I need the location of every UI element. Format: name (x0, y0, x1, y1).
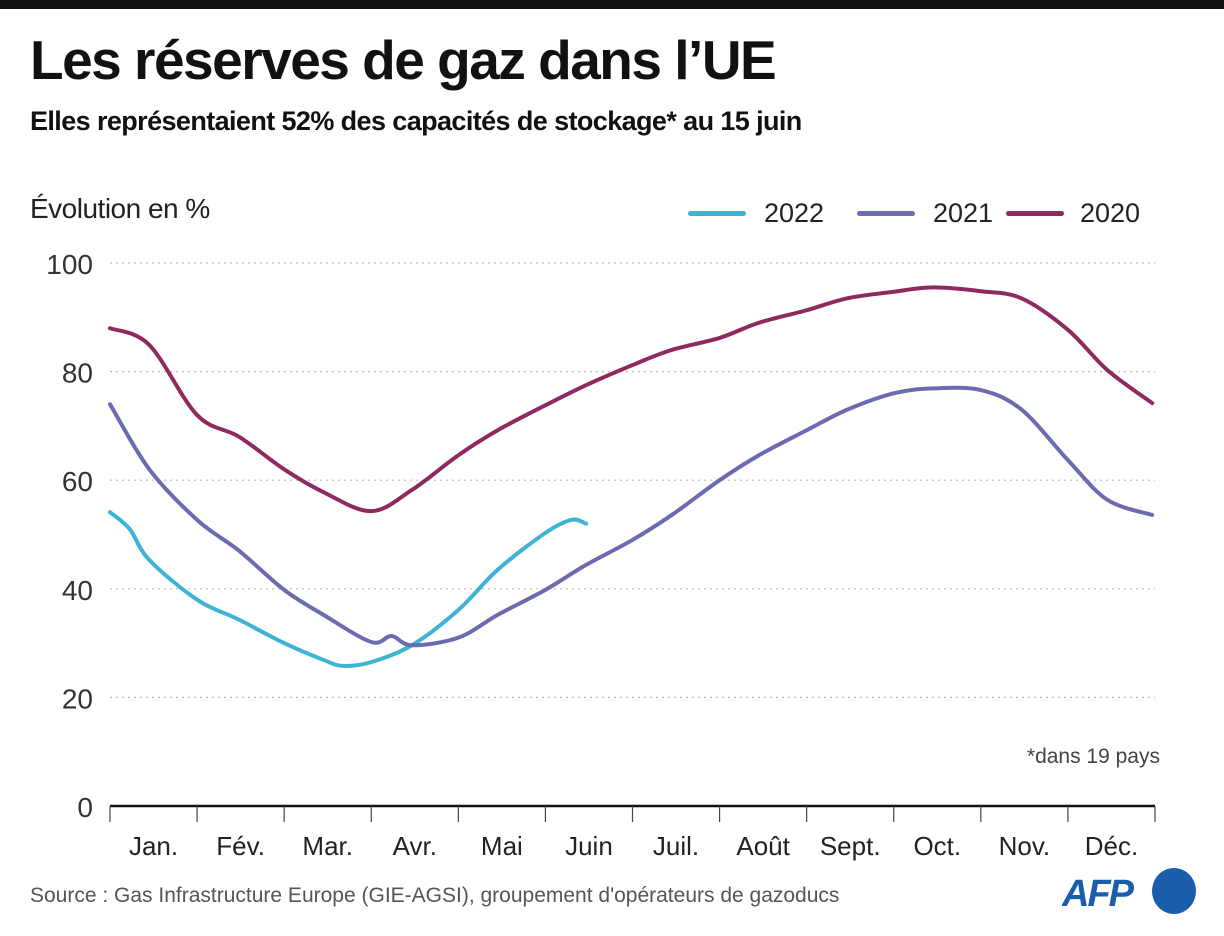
x-tick-label: Mai (481, 831, 523, 861)
y-tick-label: 60 (62, 466, 93, 497)
chart-title: Les réserves de gaz dans l’UE (30, 29, 777, 91)
x-tick-label: Mar. (302, 831, 353, 861)
x-tick-label: Août (736, 831, 790, 861)
y-tick-label: 100 (46, 249, 93, 280)
legend-item-2021: 2021 (857, 198, 993, 229)
x-tick-label: Juin (565, 831, 613, 861)
x-tick-label: Jan. (129, 831, 178, 861)
series-line-2021 (108, 385, 1155, 648)
top-bar (0, 0, 1224, 9)
series-line-2020 (108, 285, 1155, 514)
source-text: Source : Gas Infrastructure Europe (GIE-… (30, 884, 840, 907)
x-tick-label: Nov. (999, 831, 1051, 861)
legend-item-2022: 2022 (688, 198, 824, 229)
chart-subtitle: Elles représentaient 52% des capacités d… (30, 106, 802, 136)
x-tick-label: Juil. (653, 831, 699, 861)
x-tick-label: Fév. (216, 831, 265, 861)
legend-label: 2021 (933, 198, 994, 228)
y-tick-label: 20 (62, 683, 93, 714)
x-tick-label: Avr. (393, 831, 437, 861)
x-tick-label: Sept. (820, 831, 881, 861)
legend-item-2020: 2020 (1006, 198, 1140, 229)
x-tick-label: Oct. (913, 831, 961, 861)
y-tick-label: 80 (62, 358, 93, 389)
legend-label: 2022 (764, 198, 825, 228)
legend-swatch-2020 (1006, 211, 1064, 216)
y-tick-label: 40 (62, 575, 93, 606)
legend-swatch-2022 (688, 211, 746, 216)
afp-logo: AFP (1062, 868, 1196, 914)
x-tick-label: Déc. (1085, 831, 1138, 861)
y-axis-label: Évolution en % (30, 193, 210, 224)
legend-label: 2020 (1080, 198, 1141, 228)
y-tick-label: 0 (77, 792, 93, 823)
legend-swatch-2021 (857, 211, 915, 216)
footnote: *dans 19 pays (1026, 745, 1160, 768)
svg-text:AFP: AFP (1062, 873, 1135, 914)
series-line-2022 (108, 510, 589, 668)
